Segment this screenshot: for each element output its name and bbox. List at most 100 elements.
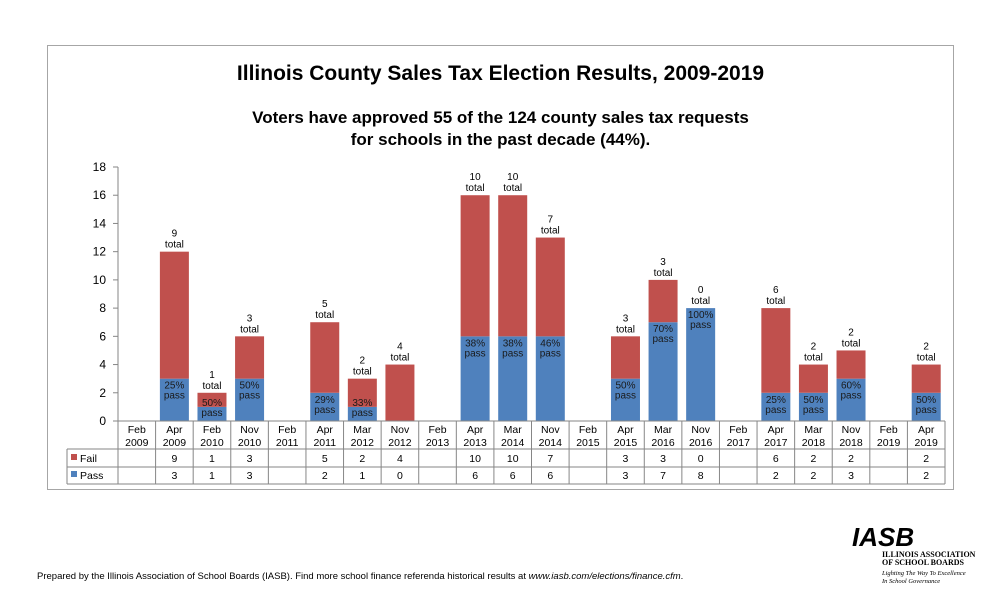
pass-label-pct: 60% [841,381,861,392]
table-cell-pass: 2 [811,470,817,482]
x-tick-label-year: 2018 [802,437,826,449]
table-cell-pass: 3 [247,470,253,482]
x-tick-label-year: 2012 [351,437,375,449]
pass-label-suffix: pass [314,405,335,416]
x-tick-label-year: 2014 [501,437,525,449]
pass-label-suffix: pass [201,408,222,419]
pass-label-suffix: pass [653,334,674,345]
x-tick-label-year: 2011 [276,437,299,449]
total-label-count: 2 [848,327,854,338]
logo-name-2: OF SCHOOL BOARDS [882,558,964,567]
bar-fail [310,322,340,393]
x-tick-label-month: Nov [391,424,410,436]
bar-fail [159,251,189,379]
x-tick-label-month: Feb [203,424,221,436]
logo-tagline-1: Lighting The Way To Excellence [881,570,966,577]
x-tick-label-year: 2012 [388,437,412,449]
total-label-count: 10 [470,172,482,183]
y-tick-label: 18 [93,160,107,174]
total-label-count: 2 [923,342,929,353]
x-tick-label-month: Feb [128,424,146,436]
pass-label-pct: 38% [465,338,485,349]
chart-subtitle-line2: for schools in the past decade (44%). [350,130,651,149]
pass-label-suffix: pass [352,408,373,419]
table-cell-pass: 7 [660,470,666,482]
x-tick-label-year: 2018 [839,437,863,449]
table-cell-fail: 6 [773,453,779,465]
bar-fail [535,237,565,337]
table-cell-fail: 0 [698,453,704,465]
x-tick-label-month: Feb [579,424,597,436]
y-tick-label: 0 [99,414,106,428]
pass-label-suffix: pass [540,348,561,359]
total-label-suffix: total [390,353,409,364]
x-tick-label-year: 2019 [877,437,901,449]
x-tick-label-year: 2015 [576,437,600,449]
total-label-suffix: total [503,183,522,194]
total-label-count: 0 [698,285,704,296]
table-cell-pass: 6 [472,470,478,482]
bar-pass [535,336,565,421]
table-cell-fail: 2 [811,453,817,465]
legend-label-pass: Pass [80,470,103,482]
logo-name-1: ILLINOIS ASSOCIATION [882,550,976,559]
bar-pass [836,378,866,421]
pass-label-suffix: pass [803,405,824,416]
total-label-count: 7 [548,215,554,226]
total-label-suffix: total [842,338,861,349]
total-label-suffix: total [240,324,259,335]
bar-pass [610,378,640,421]
pass-label-pct: 25% [766,395,786,406]
total-label-suffix: total [541,226,560,237]
legend-key-fail [71,454,77,460]
bar-fail [385,364,415,421]
footer-link[interactable]: www.iasb.com/elections/finance.cfm [528,571,681,582]
x-tick-label-month: Feb [729,424,747,436]
total-label-suffix: total [616,324,635,335]
bar-fail [648,279,678,323]
total-label-count: 2 [811,342,817,353]
pass-label-pct: 50% [803,395,823,406]
footer-note: Prepared by the Illinois Association of … [37,571,683,582]
legend-key-pass [71,471,77,477]
x-tick-label-month: Nov [842,424,861,436]
table-cell-pass: 6 [510,470,516,482]
bar-fail [498,195,528,337]
x-tick-label-month: Apr [617,424,634,436]
table-cell-pass: 0 [397,470,403,482]
pass-label-pct: 25% [164,381,184,392]
x-tick-label-month: Feb [278,424,296,436]
table-cell-fail: 3 [623,453,629,465]
table-cell-fail: 9 [171,453,177,465]
table-cell-fail: 7 [547,453,553,465]
x-tick-label-month: Nov [691,424,710,436]
x-tick-label-month: Apr [467,424,484,436]
y-tick-label: 2 [99,386,106,400]
x-tick-label-month: Feb [428,424,446,436]
total-label-suffix: total [766,296,785,307]
total-label-suffix: total [315,310,334,321]
total-label-count: 10 [507,172,519,183]
pass-label-pct: 38% [503,338,523,349]
bar-pass [498,336,528,421]
table-cell-fail: 5 [322,453,328,465]
x-tick-label-month: Feb [880,424,898,436]
x-tick-label-month: Mar [654,424,673,436]
bar-pass [686,308,716,421]
total-label-count: 3 [660,257,666,268]
bar-fail [610,336,640,379]
iasb-logo: IASB ILLINOIS ASSOCIATION OF SCHOOL BOAR… [852,522,976,585]
x-tick-label-year: 2013 [426,437,450,449]
table-cell-fail: 1 [209,453,215,465]
pass-label-suffix: pass [164,391,185,402]
pass-label-pct: 100% [688,310,714,321]
bar-fail [235,336,265,379]
legend-label-fail: Fail [80,453,97,465]
pass-label-suffix: pass [916,405,937,416]
table-cell-fail: 2 [923,453,929,465]
pass-label-suffix: pass [765,405,786,416]
bar-fail [197,392,227,407]
x-tick-label-month: Nov [240,424,259,436]
bar-pass [159,378,189,421]
